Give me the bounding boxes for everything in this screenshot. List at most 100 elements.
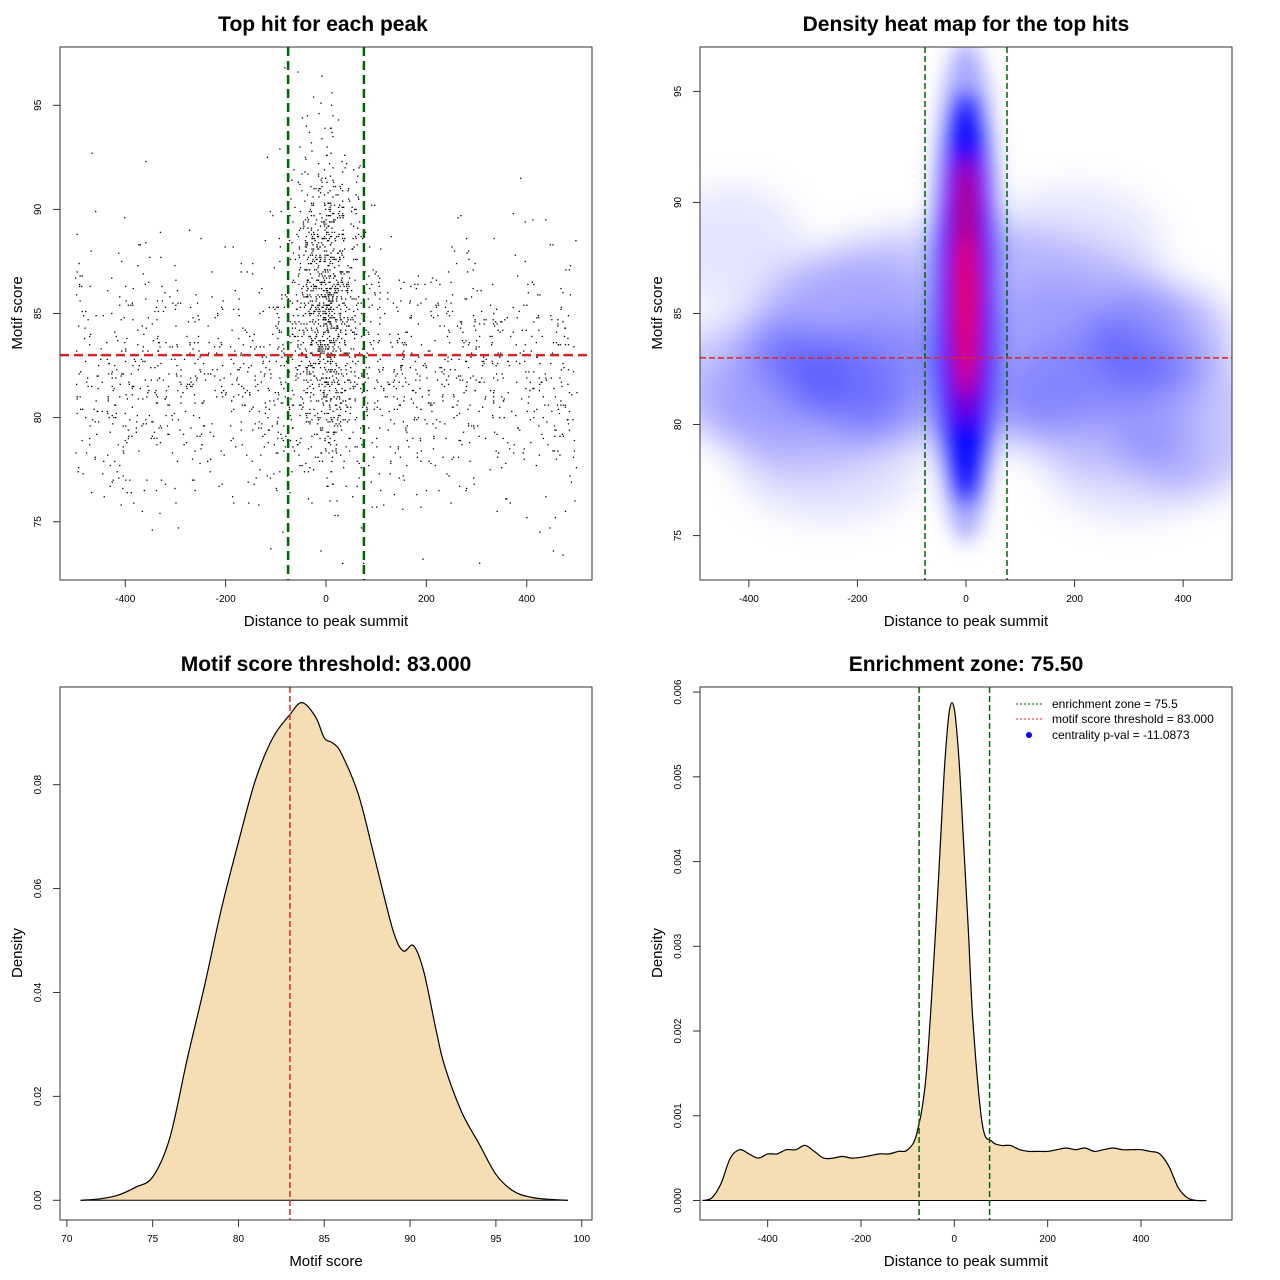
score-density-y-tick-label: 0.08 <box>33 774 44 794</box>
scatter-point <box>321 427 324 429</box>
scatter-point <box>395 375 397 377</box>
scatter-point <box>81 285 83 288</box>
scatter-point <box>310 392 312 394</box>
heatmap-background-density <box>700 186 1232 519</box>
scatter-point <box>298 229 301 231</box>
scatter-point <box>313 285 315 288</box>
scatter-point <box>327 225 330 227</box>
scatter-point <box>91 152 93 154</box>
scatter-point <box>382 369 384 371</box>
scatter-point <box>335 362 337 365</box>
scatter-point <box>403 356 405 358</box>
scatter-point <box>419 439 422 442</box>
scatter-point <box>426 423 428 425</box>
scatter-point <box>306 115 309 117</box>
scatter-point <box>292 315 295 317</box>
scatter-point <box>472 269 474 271</box>
scatter-point <box>465 489 467 492</box>
scatter-point <box>259 346 261 348</box>
scatter-point <box>318 196 320 198</box>
scatter-point <box>439 367 441 369</box>
scatter-point <box>315 188 317 190</box>
scatter-point <box>230 439 232 442</box>
scatter-point <box>419 437 422 440</box>
scatter-point <box>171 419 174 421</box>
scatter-point <box>156 396 159 398</box>
scatter-point <box>286 296 288 298</box>
scatter-point <box>97 410 99 413</box>
scatter-point <box>559 454 561 456</box>
scatter-point <box>324 362 326 365</box>
scatter-point <box>214 346 216 348</box>
scatter-point <box>95 400 97 402</box>
scatter-point <box>291 302 294 304</box>
scatter-point <box>349 412 351 415</box>
scatter-point <box>556 404 559 406</box>
scatter-point <box>317 190 320 192</box>
scatter-point <box>200 448 202 450</box>
scatter-point <box>437 302 439 304</box>
scatter-point <box>450 502 452 504</box>
scatter-point <box>143 489 145 492</box>
scatter-point <box>353 246 355 248</box>
scatter-point <box>572 371 575 373</box>
scatter-point <box>333 425 336 427</box>
scatter-point <box>334 219 336 221</box>
scatter-point <box>247 481 249 483</box>
scatter-point <box>338 304 340 306</box>
scatter-point <box>79 300 81 302</box>
scatter-point <box>327 435 329 437</box>
scatter-point <box>193 479 195 481</box>
scatter-point <box>193 342 196 344</box>
scatter-point <box>266 156 268 158</box>
scatter-point <box>495 321 497 323</box>
scatter-point <box>308 360 311 363</box>
scatter-point <box>557 325 559 327</box>
scatter-point <box>402 475 404 477</box>
scatter-point <box>434 340 436 342</box>
scatter-point <box>284 67 286 69</box>
scatter-point <box>352 237 354 240</box>
scatter-point <box>186 335 188 338</box>
scatter-point <box>115 335 117 338</box>
scatter-point <box>326 383 328 385</box>
scatter-point <box>313 233 315 236</box>
scatter-point <box>360 427 362 429</box>
scatter-point <box>311 502 313 504</box>
scatter-point <box>323 412 326 415</box>
scatter-point <box>443 369 446 371</box>
scatter-point <box>364 292 366 294</box>
scatter-point <box>528 396 530 398</box>
scatter-point <box>328 221 331 223</box>
scatter-point <box>340 319 342 321</box>
scatter-point <box>295 439 298 442</box>
scatter-point <box>408 446 410 448</box>
scatter-point <box>323 340 325 342</box>
scatter-point <box>360 387 362 390</box>
scatter-point <box>121 260 123 263</box>
scatter-point <box>296 444 299 446</box>
scatter-point <box>317 350 319 352</box>
scatter-point <box>95 315 97 317</box>
scatter-point <box>117 340 119 342</box>
scatter-point <box>326 371 328 373</box>
scatter-point <box>155 306 158 308</box>
scatter-point <box>328 335 331 338</box>
scatter-point <box>458 485 461 487</box>
scatter-point <box>127 437 129 440</box>
scatter-point <box>333 204 336 206</box>
scatter-point <box>116 369 118 371</box>
scatter-point <box>318 385 320 388</box>
scatter-point <box>557 319 559 321</box>
scatter-point <box>336 381 339 383</box>
scatter-point <box>356 446 358 448</box>
scatter-point <box>339 210 341 213</box>
scatter-point <box>392 302 394 304</box>
scatter-point <box>300 437 302 440</box>
scatter-point <box>199 371 202 373</box>
scatter-point <box>305 296 307 298</box>
scatter-point <box>364 396 366 398</box>
scatter-point <box>113 387 115 390</box>
scatter-point <box>441 396 444 398</box>
scatter-point <box>328 310 330 313</box>
